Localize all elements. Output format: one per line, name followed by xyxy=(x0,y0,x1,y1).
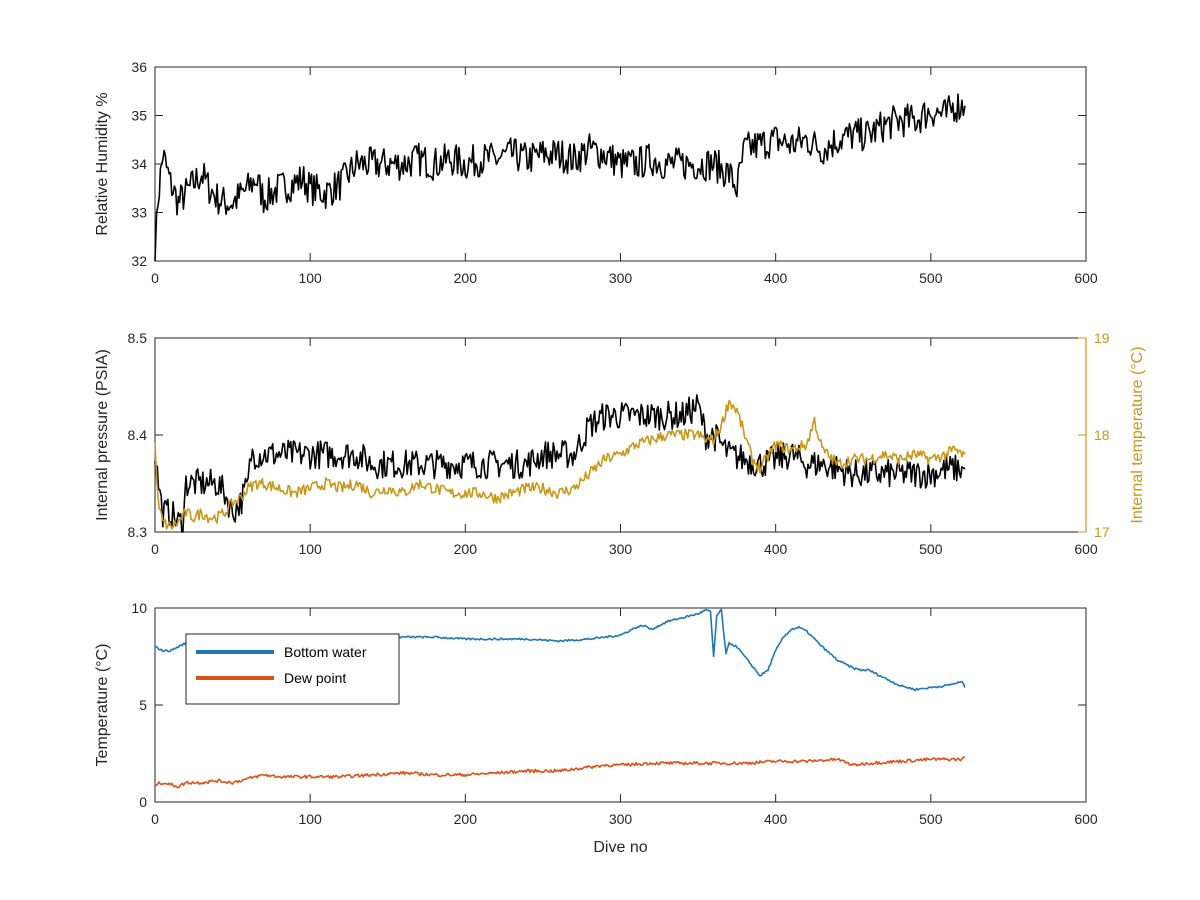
y-tick-label: 35 xyxy=(131,108,147,124)
legend-box xyxy=(185,633,400,705)
x-tick-label: 600 xyxy=(1074,811,1098,827)
x-tick-label: 500 xyxy=(919,270,943,286)
series-line-1 xyxy=(154,394,966,533)
x-tick-label: 400 xyxy=(764,270,788,286)
y-axis-label-right: Internal temperature (°C) xyxy=(1129,346,1146,523)
x-tick-label: 100 xyxy=(298,270,322,286)
axes-box xyxy=(154,337,1087,533)
y-tick-label: 8.4 xyxy=(128,427,148,443)
y-tick-label: 8.5 xyxy=(128,330,148,346)
x-tick-label: 100 xyxy=(298,541,322,557)
panel-1: 0 100 200 300 400 500 600 32 33 34 35 36 Relative Hu… xyxy=(94,59,1098,286)
x-tick-label: 300 xyxy=(609,270,633,286)
x-tick-label: 200 xyxy=(454,270,478,286)
y-tick-label-right: 18 xyxy=(1094,427,1110,443)
y-tick-label: 10 xyxy=(131,600,147,616)
legend: Bottom water Dew point xyxy=(185,633,400,705)
y-axis-label: Temperature (°C) xyxy=(94,644,111,767)
y-tick-label: 33 xyxy=(131,205,147,221)
y-tick-label: 0 xyxy=(139,794,147,810)
x-tick-label: 200 xyxy=(454,541,478,557)
x-tick-label: 300 xyxy=(609,811,633,827)
x-tick-label: 400 xyxy=(764,811,788,827)
x-tick-label: 300 xyxy=(609,541,633,557)
legend-entry: Bottom water xyxy=(284,644,367,660)
series-line-2 xyxy=(154,399,966,530)
x-tick-label: 0 xyxy=(151,811,159,827)
x-tick-label: 200 xyxy=(454,811,478,827)
y-tick-label: 36 xyxy=(131,59,147,75)
x-tick-label: 100 xyxy=(298,811,322,827)
y-tick-label: 34 xyxy=(131,156,147,172)
x-tick-label: 500 xyxy=(919,541,943,557)
y-tick-label: 8.3 xyxy=(128,524,148,540)
x-tick-label: 500 xyxy=(919,811,943,827)
y-tick-label: 5 xyxy=(139,697,147,713)
legend-entry: Dew point xyxy=(284,670,346,686)
y-tick-label-right: 17 xyxy=(1094,524,1110,540)
panel-2: 0 100 200 300 400 500 600 8.3 8.4 8.5 17 18 19 Intern… xyxy=(94,330,1146,557)
x-tick-label: 400 xyxy=(764,541,788,557)
y-tick-label-right: 19 xyxy=(1094,330,1110,346)
x-tick-label: 0 xyxy=(151,541,159,557)
series-line-2 xyxy=(154,756,966,789)
x-tick-label: 600 xyxy=(1074,270,1098,286)
y-axis-label: Internal pressure (PSIA) xyxy=(94,349,111,521)
x-tick-label: 0 xyxy=(151,270,159,286)
panel-3: 0 100 200 300 400 500 600 0 5 10 Temperature (°C) D… xyxy=(94,600,1098,856)
x-axis-label: Dive no xyxy=(593,839,647,856)
y-axis-label: Relative Humidity % xyxy=(94,92,111,235)
series-line-1 xyxy=(154,93,966,262)
x-tick-label: 600 xyxy=(1074,541,1098,557)
y-tick-label: 32 xyxy=(131,253,147,269)
